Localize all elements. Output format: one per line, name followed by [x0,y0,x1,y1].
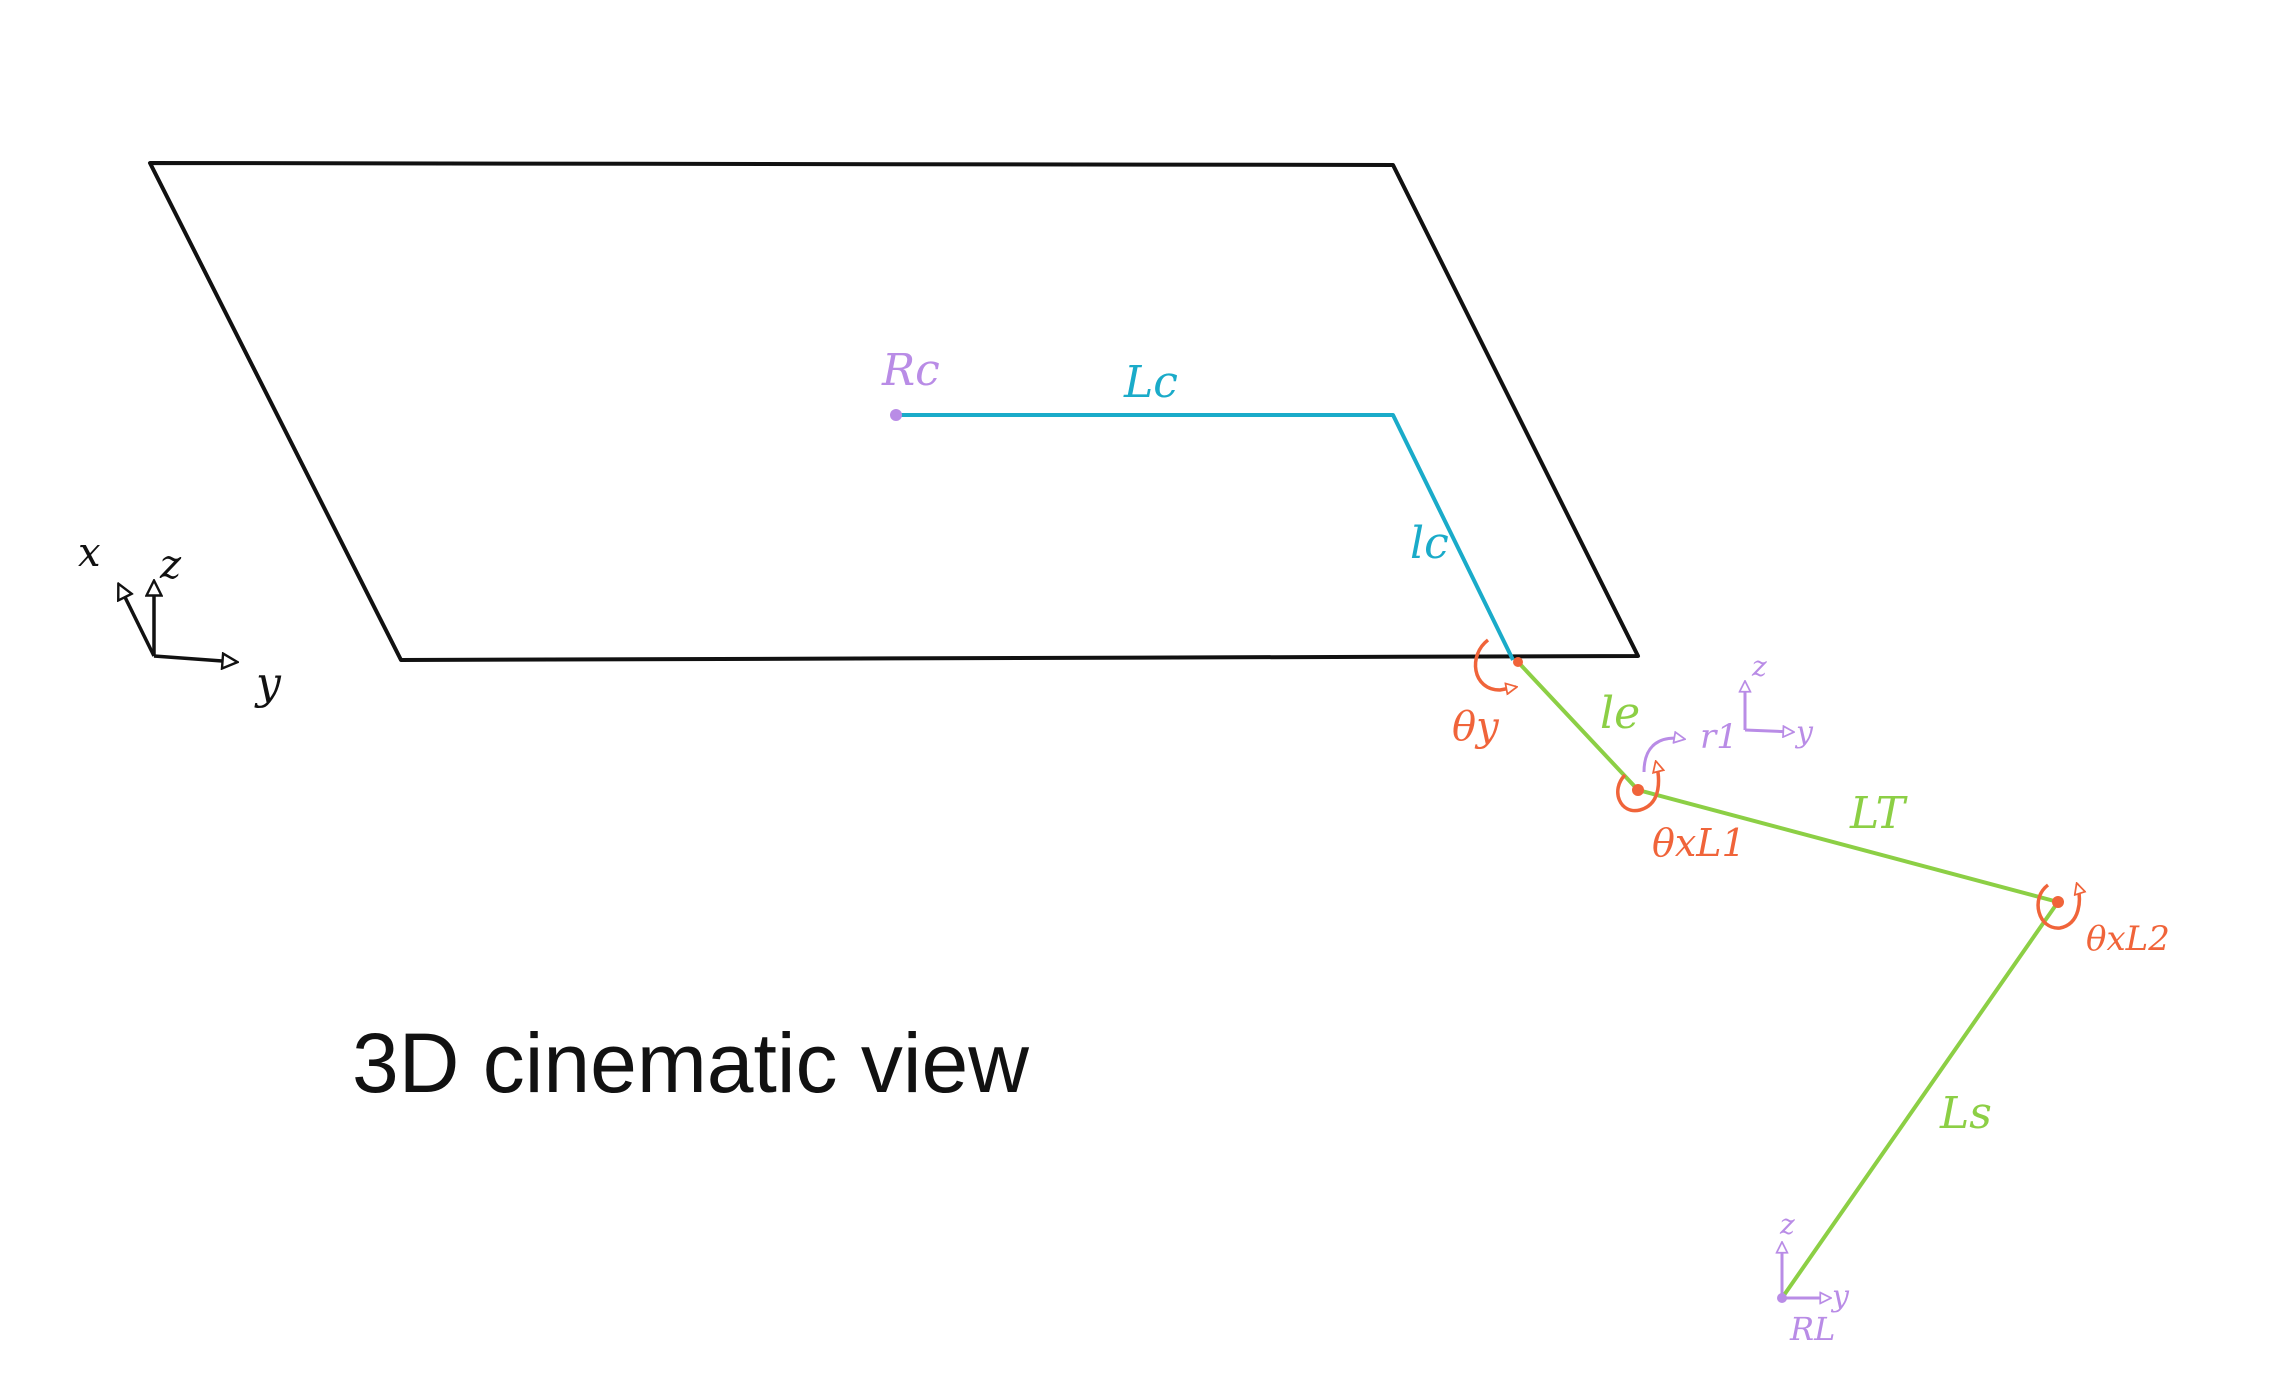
joint-theta-xL2-point [2052,896,2064,908]
segment-LT-label: LT [1849,788,1909,839]
joint-theta-xL2: θxL2 [2036,884,2170,959]
joint-theta-xL1: r1 z y θxL1 [1616,650,1814,865]
joint-theta-xL1-label: θxL1 [1652,821,1746,865]
world-axis-y-label: y [254,658,282,709]
plane-outline [148,161,1640,662]
green-arm: le LT Ls [1516,660,2060,1300]
cyan-arm: Rc Lc lc [881,345,1515,661]
joint-theta-y-point [1513,657,1523,667]
point-RL-label: RL [1789,1310,1835,1348]
frame-r1-y-arrow [1744,730,1793,732]
segment-Ls-label: Ls [1939,1088,1992,1139]
segment-le-label: le [1600,688,1640,739]
point-Rc-label: Rc [881,345,940,396]
segment-Lc-label: Lc [1123,357,1178,408]
frame-RL: z y RL [1777,1208,1850,1348]
joint-theta-y-label: θy [1452,704,1500,750]
frame-RL-y-label: y [1830,1279,1850,1314]
rotation-arrow-r1 [1642,738,1684,773]
point-Rc [890,409,902,421]
frame-RL-z-label: z [1779,1208,1795,1241]
world-axis-x-label: x [78,530,101,576]
world-axis-y-arrow [153,656,236,662]
world-axis-x-arrow [119,585,156,657]
segment-lc-label: lc [1410,518,1449,569]
rotation-arrow-theta-y [1473,638,1517,690]
joint-theta-xL1-point [1632,784,1644,796]
rotation-arrow-theta-xL1 [1616,762,1659,813]
diagram-caption: 3D cinematic view [352,1016,1029,1110]
joint-theta-xL2-label: θxL2 [2086,919,2170,959]
segments-le-LT-Ls [1516,660,2060,1300]
joint-theta-y: θy [1452,638,1523,750]
rotation-arrow-theta-xL2 [2036,884,2079,930]
frame-r1-z-label: z [1751,650,1767,683]
frame-r1-label: r1 [1700,717,1738,757]
segment-Lc-lc [896,413,1515,661]
frame-r1-y-label: y [1794,715,1814,750]
world-axis-z-label: z [159,542,182,588]
world-axes: x z y [78,530,282,709]
